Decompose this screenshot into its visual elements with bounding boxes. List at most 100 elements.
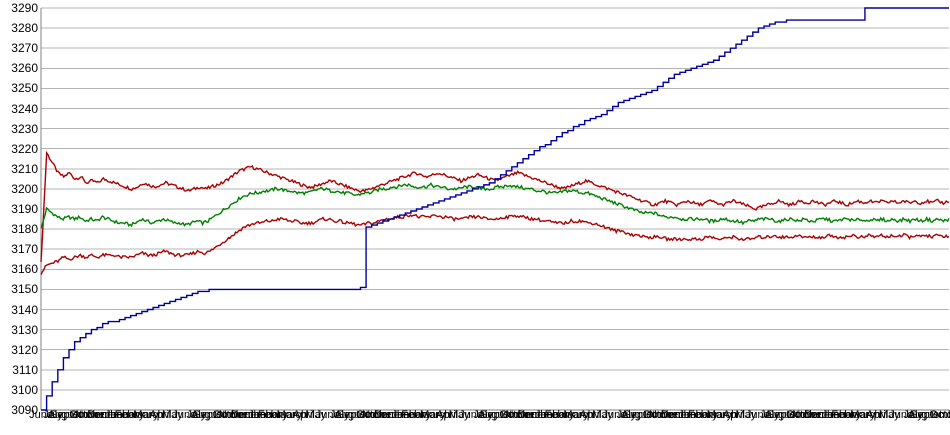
x-tick-label: October (355, 409, 396, 421)
x-tick-label: March (563, 409, 594, 421)
axis-lines (40, 8, 949, 411)
x-tick-label: November (218, 409, 270, 421)
y-tick-label: 3190 (11, 202, 38, 216)
y-tick-label: 3290 (11, 1, 38, 15)
x-tick-label: November (505, 409, 557, 421)
x-tick-label: October (642, 409, 682, 421)
x-tick-label: October (69, 409, 109, 421)
x-tick-label: October (212, 409, 252, 421)
y-tick-label: 3110 (12, 362, 38, 377)
y-tick-label: 3090 (11, 403, 38, 417)
y-tick-label: 3270 (11, 41, 38, 56)
x-tick-label: March (133, 409, 164, 421)
x-tick-label: May (305, 409, 327, 421)
x-tick-label: July (473, 409, 493, 421)
x-tick-label: August (764, 409, 799, 421)
x-tick-label: January (821, 409, 862, 421)
x-tick-label: January (105, 409, 145, 421)
y-tick-label: 3180 (11, 222, 38, 237)
x-tick-label: February (257, 409, 302, 421)
x-tick-label: September (193, 409, 248, 421)
x-tick-label: April (579, 409, 602, 421)
x-tick-label: June (459, 409, 484, 421)
y-tick-label: 3230 (11, 121, 38, 136)
x-tick-label: December (517, 409, 569, 421)
x-tick-label: September (910, 409, 950, 421)
x-tick-label: November (75, 409, 127, 421)
y-tick-label: 3210 (11, 161, 38, 176)
x-tick-label: May (592, 409, 613, 421)
series-line-cumulative-step (41, 7, 949, 411)
series-line-middle-line (40, 182, 950, 229)
x-tick-label: September (336, 409, 391, 421)
x-tick-label: February (831, 409, 876, 421)
x-tick-label: May (878, 409, 900, 421)
x-tick-label: August (191, 409, 226, 421)
x-tick-label: June (29, 409, 53, 421)
x-tick-label: January (248, 409, 288, 421)
x-tick-label: October (786, 409, 826, 421)
x-tick-label: July (186, 409, 207, 421)
x-tick-label: October (929, 409, 950, 421)
y-tick-label: 3170 (11, 242, 38, 257)
x-tick-label: February (688, 409, 733, 421)
x-tick-label: June (745, 409, 770, 421)
x-tick-label: July (760, 409, 780, 421)
y-tick-label: 3130 (11, 322, 38, 337)
x-tick-label: March (276, 409, 308, 421)
x-tick-label: August (334, 409, 369, 421)
y-tick-label: 3140 (11, 302, 38, 317)
y-tick-label: 3250 (11, 81, 38, 96)
x-tick-label: April (149, 409, 172, 421)
x-tick-label: April (292, 409, 315, 421)
x-tick-label: December (230, 409, 282, 421)
y-tick-label: 3200 (11, 181, 38, 196)
x-tick-label: December (804, 409, 855, 421)
x-tick-label: June (602, 409, 627, 421)
x-tick-label: September (480, 409, 534, 421)
x-tick-label: September (49, 409, 104, 421)
x-tick-label: April (866, 409, 889, 421)
x-tick-label: August (477, 409, 513, 421)
series-line-lower-band (40, 213, 950, 275)
x-tick-label: March (706, 409, 738, 421)
x-tick-label: July (43, 409, 63, 421)
x-tick-label: December (87, 409, 139, 421)
x-tick-label: July (616, 409, 637, 421)
y-tick-label: 3240 (11, 101, 38, 116)
y-tick-label: 3120 (11, 342, 38, 357)
x-tick-label: March (419, 409, 451, 421)
y-tick-label: 3280 (11, 21, 38, 36)
x-tick-label: January (678, 409, 718, 421)
x-tick-label: August (621, 409, 656, 421)
x-tick-label: May (735, 409, 757, 421)
x-tick-label: August (47, 409, 83, 421)
x-tick-label: December (660, 409, 712, 421)
x-tick-label: April (436, 409, 459, 421)
x-tick-label: December (374, 409, 425, 421)
x-tick-label: June (315, 409, 340, 421)
x-tick-label: February (114, 409, 159, 421)
gridlines (41, 7, 949, 411)
x-tick-label: July (903, 409, 923, 421)
x-tick-label: May (448, 409, 470, 421)
x-tick-label: September (623, 409, 678, 421)
y-tick-label: 3150 (11, 282, 38, 297)
x-tick-label: July (329, 409, 350, 421)
x-tick-label: June (172, 409, 197, 421)
x-axis-tick-labels: June July August September October November De… (0, 409, 950, 435)
x-tick-label: January (535, 409, 575, 421)
x-tick-label: March (850, 409, 881, 421)
x-tick-label: June (889, 409, 914, 421)
y-tick-label: 3260 (11, 61, 38, 76)
x-tick-label: August (907, 409, 943, 421)
x-tick-label: April (722, 409, 745, 421)
y-tick-label: 3100 (11, 382, 38, 397)
x-tick-label: November (648, 409, 700, 421)
series-layer (40, 7, 950, 411)
y-tick-label: 3160 (11, 262, 38, 277)
x-tick-label: November (792, 409, 843, 421)
x-tick-label: September (766, 409, 821, 421)
